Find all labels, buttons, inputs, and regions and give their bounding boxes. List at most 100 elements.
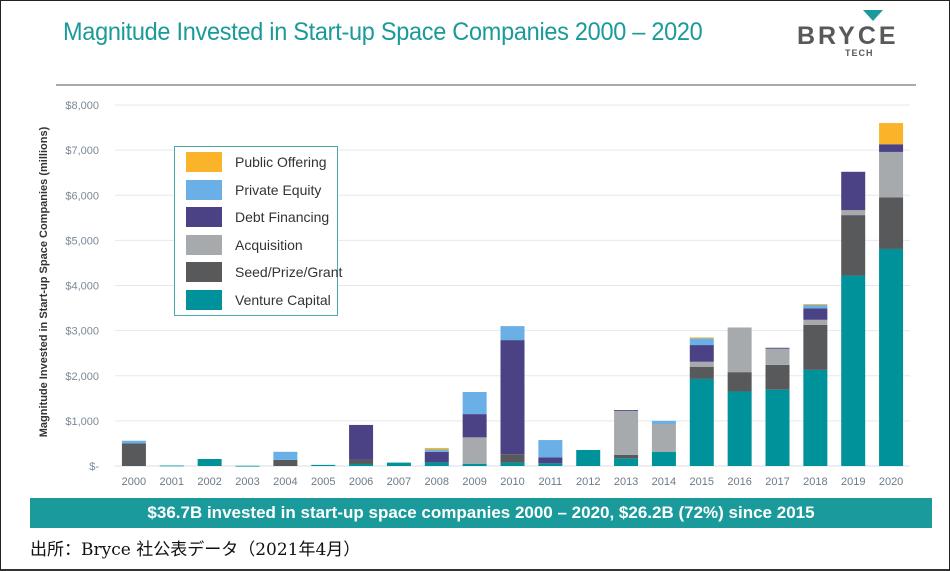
bar-segment-debt-financing — [424, 451, 449, 463]
bar-segment-venture-capital — [159, 465, 184, 467]
y-axis-label: Magnitude Invested in Start-up Space Com… — [38, 126, 50, 437]
bar-segment-private-equity — [538, 440, 563, 458]
bar-segment-seed-prize-grant — [614, 454, 639, 459]
bar-segment-venture-capital — [538, 463, 563, 466]
bar-segment-venture-capital — [879, 248, 904, 466]
bar-segment-seed-prize-grant — [765, 364, 790, 390]
bar-segment-debt-financing — [879, 144, 904, 152]
legend-swatch — [186, 179, 222, 200]
bar-segment-private-equity — [424, 449, 449, 452]
bar-segment-acquisition — [651, 424, 676, 453]
bar-segment-venture-capital — [311, 464, 336, 466]
x-tick-label: 2018 — [803, 476, 827, 488]
bar-segment-public-offering — [424, 447, 449, 450]
x-tick-label: 2009 — [462, 476, 486, 488]
bar-segment-debt-financing — [500, 340, 525, 455]
legend-item: Debt Financing — [186, 207, 330, 228]
bar-stack-2017 — [765, 347, 790, 466]
bar-segment-venture-capital — [349, 463, 374, 466]
bar-stack-2020 — [879, 123, 904, 466]
bar-stack-2014 — [651, 420, 676, 466]
bar-segment-seed-prize-grant — [349, 459, 374, 464]
bar-segment-private-equity — [462, 391, 487, 415]
chart-legend: Public Offering Private Equity Debt Financ… — [174, 146, 342, 316]
legend-item: Private Equity — [186, 179, 322, 200]
x-tick-label: 2004 — [273, 476, 297, 488]
bar-stack-2005 — [311, 464, 336, 466]
bar-segment-seed-prize-grant — [121, 443, 146, 466]
legend-item: Venture Capital — [186, 290, 331, 310]
legend-item: Seed/Prize/Grant — [186, 262, 343, 283]
legend-item: Acquisition — [186, 234, 303, 255]
x-tick-label: 2013 — [614, 476, 638, 488]
bar-segment-public-offering — [879, 123, 904, 145]
bar-stack-2002 — [197, 459, 222, 466]
x-tick-label: 2008 — [425, 476, 449, 488]
bar-stack-2016 — [727, 327, 752, 466]
bar-segment-acquisition — [462, 437, 487, 464]
x-tick-label: 2010 — [500, 476, 524, 488]
bar-segment-private-equity — [651, 420, 676, 425]
bar-stack-2000 — [121, 440, 146, 466]
bar-stack-2009 — [462, 391, 487, 466]
x-tick-label: 2003 — [235, 476, 259, 488]
bar-segment-acquisition — [803, 319, 828, 325]
x-tick-label: 2005 — [311, 476, 335, 488]
bar-segment-acquisition — [879, 151, 904, 198]
bar-segment-seed-prize-grant — [841, 215, 866, 276]
y-tick-label: $4,000 — [65, 281, 99, 293]
logo-chevron-icon — [863, 10, 883, 21]
bar-stack-2008 — [424, 447, 449, 466]
legend-label: Private Equity — [235, 181, 322, 198]
x-tick-label: 2006 — [349, 476, 373, 488]
bar-segment-venture-capital — [235, 465, 260, 467]
bar-stack-2010 — [500, 326, 525, 466]
legend-swatch — [186, 262, 222, 283]
x-tick-label: 2011 — [539, 476, 563, 488]
legend-swatch — [186, 152, 222, 172]
legend-label: Debt Financing — [235, 209, 330, 226]
bar-segment-seed-prize-grant — [273, 459, 298, 466]
x-tick-label: 2007 — [387, 476, 411, 488]
x-tick-label: 2016 — [727, 476, 751, 488]
x-tick-label: 2001 — [160, 476, 184, 488]
bar-segment-debt-financing — [841, 171, 866, 211]
bar-stack-2006 — [349, 424, 374, 466]
x-tick-label: 2019 — [841, 476, 865, 488]
bar-segment-seed-prize-grant — [879, 197, 904, 249]
logo-word: BRYCE — [797, 22, 899, 50]
bar-segment-venture-capital — [386, 462, 411, 466]
bar-stack-2015 — [689, 337, 714, 466]
bar-segment-acquisition — [614, 410, 639, 455]
bar-segment-seed-prize-grant — [727, 372, 752, 392]
bar-segment-seed-prize-grant — [689, 366, 714, 379]
header-divider — [56, 84, 916, 86]
bar-segment-private-equity — [121, 440, 146, 444]
y-tick-label: $3,000 — [65, 326, 99, 338]
bar-segment-seed-prize-grant — [803, 324, 828, 370]
y-tick-label: $8,000 — [65, 100, 99, 112]
stacked-bar-chart: $- $1,000 $2,000 $3,000 $4,000 $5,000 $6,000 $7… — [38, 100, 910, 488]
x-tick-label: 2017 — [765, 476, 789, 488]
y-tick-label: $6,000 — [65, 190, 99, 202]
bar-segment-acquisition — [727, 327, 752, 373]
bar-segment-venture-capital — [765, 389, 790, 466]
bar-stack-2012 — [576, 449, 601, 466]
x-tick-label: 2000 — [122, 476, 146, 488]
bar-segment-debt-financing — [462, 414, 487, 438]
bar-segment-acquisition — [689, 361, 714, 367]
bars — [121, 123, 904, 467]
bar-segment-debt-financing — [538, 457, 563, 464]
summary-banner: $36.7B invested in start-up space compan… — [30, 498, 932, 528]
y-tick-label: $2,000 — [65, 371, 99, 383]
x-tick-label: 2015 — [690, 476, 714, 488]
bar-segment-private-equity — [803, 304, 828, 309]
bar-segment-venture-capital — [424, 462, 449, 466]
bar-segment-debt-financing — [765, 347, 790, 349]
legend-swatch — [186, 234, 222, 255]
legend-label: Seed/Prize/Grant — [235, 264, 343, 281]
bar-segment-venture-capital — [576, 449, 601, 466]
legend-swatch — [186, 207, 222, 228]
bar-stack-2001 — [159, 465, 184, 467]
bar-segment-venture-capital — [500, 462, 525, 466]
